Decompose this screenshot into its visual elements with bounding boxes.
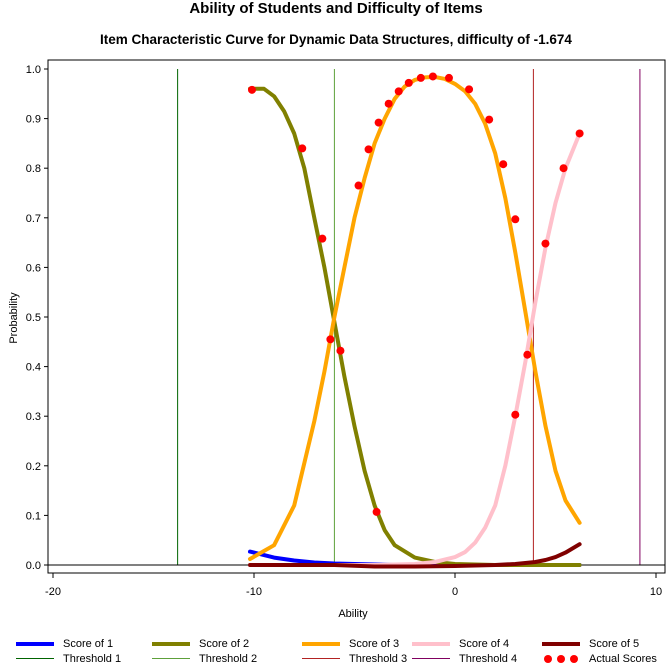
series-line-score-5 — [248, 542, 582, 569]
actual-score-point — [364, 145, 373, 154]
legend-swatch — [16, 653, 54, 665]
actual-score-point — [416, 73, 425, 82]
actual-score-point — [559, 164, 568, 173]
actual-score-point — [374, 118, 383, 127]
x-tick-label: -10 — [246, 586, 262, 598]
legend-item: Threshold 3 — [302, 651, 407, 666]
legend-label: Threshold 4 — [459, 652, 518, 665]
legend-swatch — [152, 638, 190, 650]
actual-score-point — [444, 73, 453, 82]
y-tick-label: 0.9 — [26, 114, 41, 126]
chart-subtitle: Item Characteristic Curve for Dynamic Da… — [100, 32, 572, 47]
y-tick-label: 1.0 — [26, 64, 41, 76]
legend-label: Score of 1 — [63, 637, 114, 650]
actual-score-point — [384, 99, 393, 108]
legend-swatch — [412, 638, 450, 650]
y-tick-label: 0.3 — [26, 411, 41, 423]
legend-item: Score of 3 — [302, 636, 399, 651]
actual-score-point — [318, 234, 327, 243]
y-tick-label: 0.4 — [26, 362, 41, 374]
legend-label: Score of 5 — [589, 637, 640, 650]
legend-item: Score of 2 — [152, 636, 249, 651]
y-axis-label: Probability — [8, 292, 20, 344]
legend-label: Actual Scores — [589, 652, 657, 665]
legend-label: Threshold 1 — [63, 652, 122, 665]
x-tick-label: -20 — [45, 586, 61, 598]
x-axis-label: Ability — [338, 608, 368, 620]
actual-score-point — [326, 335, 335, 344]
legend-swatch — [542, 653, 580, 665]
legend-row: Score of 1 Score of 2 Score of 3 Score of 4… — [16, 636, 666, 651]
actual-score-point — [394, 87, 403, 96]
y-tick-label: 0.5 — [26, 312, 41, 324]
actual-score-point — [499, 160, 508, 169]
actual-score-point — [428, 72, 437, 81]
legend-swatch — [542, 638, 580, 650]
y-axis: 0.0 0.1 0.2 0.3 0.4 0.5 0.6 0.7 0.8 0.9 1.0 — [26, 64, 48, 572]
actual-score-point — [354, 181, 363, 190]
threshold-lines — [177, 69, 641, 565]
actual-score-point — [485, 115, 494, 124]
x-tick-label: 10 — [650, 586, 662, 598]
legend-swatch — [302, 638, 340, 650]
legend-label: Threshold 2 — [199, 652, 258, 665]
legend-item: Threshold 4 — [412, 651, 517, 666]
actual-score-point — [247, 85, 256, 94]
legend-item: Score of 1 — [16, 636, 113, 651]
y-tick-label: 0.7 — [26, 213, 41, 225]
plot-area-frame — [47, 59, 666, 574]
x-tick-label: 0 — [452, 586, 458, 598]
actual-score-point — [465, 85, 474, 94]
legend-swatch — [16, 638, 54, 650]
legend-item: Threshold 1 — [16, 651, 121, 666]
actual-score-point — [336, 346, 345, 355]
y-tick-label: 0.8 — [26, 163, 41, 175]
legend-label: Score of 4 — [459, 637, 510, 650]
legend-swatch — [302, 653, 340, 665]
legend-swatch — [412, 653, 450, 665]
y-tick-label: 0.6 — [26, 262, 41, 274]
actual-score-points — [247, 72, 584, 516]
legend-item: Actual Scores — [542, 651, 657, 666]
legend-row: Threshold 1 Threshold 2 Threshold 3 Thresho… — [16, 651, 666, 666]
actual-score-point — [511, 215, 520, 224]
actual-score-point — [523, 350, 532, 359]
chart-legend: Score of 1 Score of 2 Score of 3 Score of 4… — [16, 636, 666, 666]
actual-score-point — [404, 78, 413, 87]
legend-label: Score of 3 — [349, 637, 400, 650]
legend-swatch — [152, 653, 190, 665]
actual-score-point — [298, 144, 307, 153]
y-tick-label: 0.2 — [26, 461, 41, 473]
legend-label: Score of 2 — [199, 637, 250, 650]
chart-title: Ability of Students and Difficulty of It… — [189, 0, 483, 17]
actual-score-point — [372, 507, 381, 516]
actual-score-point — [541, 239, 550, 248]
legend-item: Threshold 2 — [152, 651, 257, 666]
x-axis: -20 -10 0 10 — [45, 573, 662, 598]
actual-score-point — [575, 129, 584, 138]
legend-label: Threshold 3 — [349, 652, 408, 665]
y-tick-label: 0.1 — [26, 510, 41, 522]
legend-item: Score of 4 — [412, 636, 509, 651]
y-tick-label: 0.0 — [26, 560, 41, 572]
actual-score-point — [511, 410, 520, 419]
legend-item: Score of 5 — [542, 636, 639, 651]
